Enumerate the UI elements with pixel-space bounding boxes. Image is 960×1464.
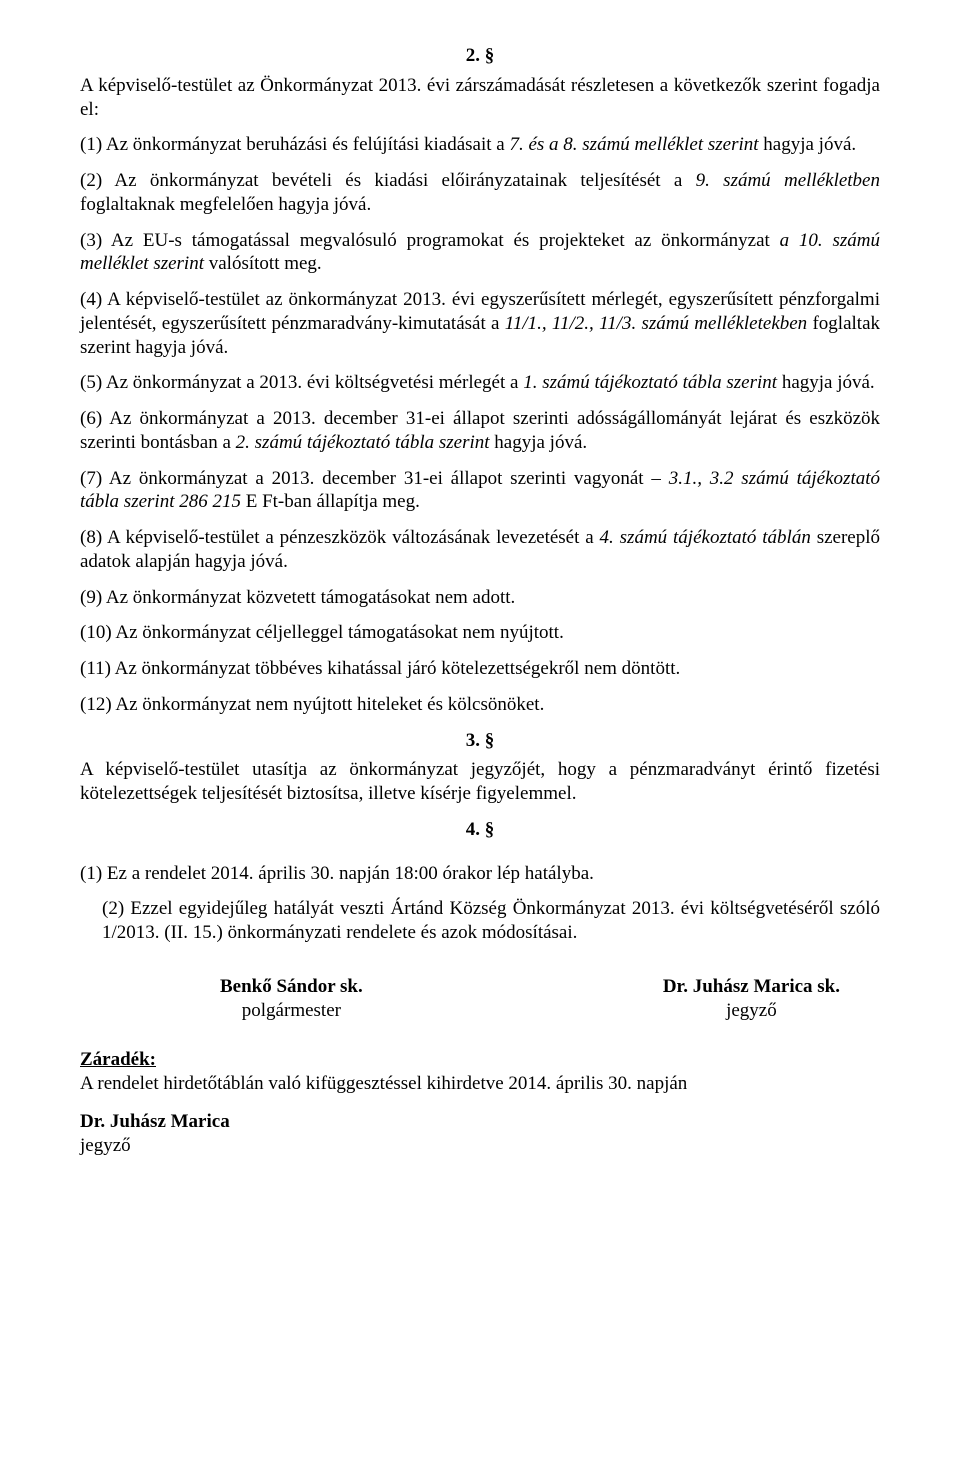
- section-4-heading: 4. §: [80, 818, 880, 842]
- spacer: [80, 1096, 880, 1110]
- text-run: (1) Az önkormányzat beruházási és felújí…: [80, 134, 509, 155]
- signature-left: Benkő Sándor sk. polgármester: [220, 975, 363, 1023]
- section-4-item-2: (2) Ezzel egyidejűleg hatályát veszti Ár…: [80, 897, 880, 945]
- text-run: valósított meg.: [204, 253, 322, 274]
- section-2-item-4: (4) A képviselő-testület az önkormányzat…: [80, 288, 880, 359]
- signer-name-left: Benkő Sándor sk.: [220, 975, 363, 999]
- spacer: [80, 848, 880, 862]
- text-run: (2) Az önkormányzat bevételi és kiadási …: [80, 170, 696, 191]
- section-2-item-9: (9) Az önkormányzat közvetett támogatáso…: [80, 586, 880, 610]
- text-run: hagyja jóvá.: [777, 372, 875, 393]
- text-run: E Ft-ban állapítja meg.: [241, 491, 420, 512]
- section-2-item-5: (5) Az önkormányzat a 2013. évi költségv…: [80, 371, 880, 395]
- text-run-italic: 1. számú tájékoztató tábla szerint: [523, 372, 777, 393]
- text-run: (8) A képviselő-testület a pénzeszközök …: [80, 527, 600, 548]
- signer-name-right: Dr. Juhász Marica sk.: [663, 975, 840, 999]
- final-signer-title: jegyző: [80, 1134, 880, 1158]
- text-run: (7) Az önkormányzat a 2013. december 31-…: [80, 468, 669, 489]
- section-3-text: A képviselő-testület utasítja az önkormá…: [80, 758, 880, 806]
- clause-text: A rendelet hirdetőtáblán való kifüggeszt…: [80, 1072, 880, 1096]
- section-2-heading: 2. §: [80, 44, 880, 68]
- text-run: (5) Az önkormányzat a 2013. évi költségv…: [80, 372, 523, 393]
- text-run-italic: 9. számú mellékletben: [696, 170, 880, 191]
- section-2-item-7: (7) Az önkormányzat a 2013. december 31-…: [80, 467, 880, 515]
- text-run-italic: 2. számú tájékoztató tábla szerint: [236, 432, 490, 453]
- section-2-item-8: (8) A képviselő-testület a pénzeszközök …: [80, 526, 880, 574]
- section-2-item-11: (11) Az önkormányzat többéves kihatással…: [80, 657, 880, 681]
- section-2-item-3: (3) Az EU-s támogatással megvalósuló pro…: [80, 229, 880, 277]
- document-page: 2. § A képviselő-testület az Önkormányza…: [0, 0, 960, 1464]
- section-2-item-1: (1) Az önkormányzat beruházási és felújí…: [80, 133, 880, 157]
- section-2-item-12: (12) Az önkormányzat nem nyújtott hitele…: [80, 693, 880, 717]
- text-run: hagyja jóvá.: [490, 432, 588, 453]
- section-2-item-6: (6) Az önkormányzat a 2013. december 31-…: [80, 407, 880, 455]
- section-2-item-2: (2) Az önkormányzat bevételi és kiadási …: [80, 169, 880, 217]
- text-run-italic: 4. számú tájékoztató táblán: [600, 527, 811, 548]
- text-run-italic: 7. és a 8. számú melléklet szerint: [509, 134, 758, 155]
- section-4-item-1: (1) Ez a rendelet 2014. április 30. napj…: [80, 862, 880, 886]
- signer-title-left: polgármester: [220, 999, 363, 1023]
- signature-right: Dr. Juhász Marica sk. jegyző: [663, 975, 840, 1023]
- section-2-item-10: (10) Az önkormányzat céljelleggel támoga…: [80, 621, 880, 645]
- text-run: foglaltaknak megfelelően hagyja jóvá.: [80, 194, 371, 215]
- clause-block: Záradék: A rendelet hirdetőtáblán való k…: [80, 1048, 880, 1096]
- text-run: hagyja jóvá.: [759, 134, 857, 155]
- section-3-heading: 3. §: [80, 729, 880, 753]
- signature-row: Benkő Sándor sk. polgármester Dr. Juhász…: [80, 975, 880, 1023]
- text-run-italic: 11/1., 11/2., 11/3. számú mellékletekben: [505, 313, 807, 334]
- section-2-intro: A képviselő-testület az Önkormányzat 201…: [80, 74, 880, 122]
- final-signer-name: Dr. Juhász Marica: [80, 1110, 880, 1134]
- text-run: (3) Az EU-s támogatással megvalósuló pro…: [80, 230, 780, 251]
- clause-title: Záradék:: [80, 1049, 156, 1070]
- signer-title-right: jegyző: [663, 999, 840, 1023]
